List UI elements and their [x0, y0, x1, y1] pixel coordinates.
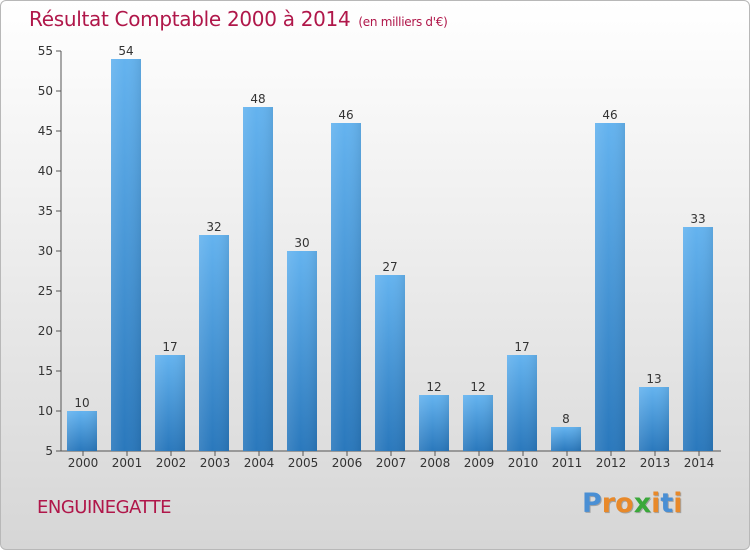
x-tick-label: 2010: [508, 456, 539, 470]
y-tick-label: 40: [38, 164, 53, 178]
bar-shine: [463, 395, 493, 451]
title-text: Résultat Comptable 2000 à 2014: [29, 7, 351, 31]
logo-letter: t: [660, 488, 674, 519]
x-tick-label: 2011: [552, 456, 583, 470]
y-tick-label: 20: [38, 324, 53, 338]
data-label: 27: [382, 260, 397, 274]
chart-title: Résultat Comptable 2000 à 2014 (en millie…: [29, 7, 448, 31]
y-tick-label: 30: [38, 244, 53, 258]
y-tick-label: 5: [45, 444, 53, 458]
x-tick-label: 2012: [596, 456, 627, 470]
y-tick-label: 10: [38, 404, 53, 418]
data-label: 8: [562, 412, 570, 426]
bar-shine: [639, 387, 669, 451]
bar-shine: [331, 123, 361, 451]
data-labels: 10 54 17 32 48 30 46 27 12 12 17 8 46 13 33: [74, 44, 705, 426]
logo-letter: P: [582, 488, 602, 519]
bar-shine: [595, 123, 625, 451]
y-tick-label: 25: [38, 284, 53, 298]
data-label: 46: [602, 108, 617, 122]
y-tick-label: 50: [38, 84, 53, 98]
data-label: 30: [294, 236, 309, 250]
bars: [67, 59, 713, 451]
data-label: 10: [74, 396, 89, 410]
x-tick-label: 2002: [156, 456, 187, 470]
bar-shine: [551, 427, 581, 451]
y-tick-label: 45: [38, 124, 53, 138]
bar-shine: [287, 251, 317, 451]
logo-letter: x: [633, 488, 652, 519]
bar-shine: [199, 235, 229, 451]
bar-shine: [419, 395, 449, 451]
bar-shine: [507, 355, 537, 451]
bar-shine: [155, 355, 185, 451]
x-tick-label: 2000: [68, 456, 99, 470]
x-tick-label: 2008: [420, 456, 451, 470]
logo-letter: r: [601, 488, 616, 519]
bar-shine: [375, 275, 405, 451]
x-tick-label: 2004: [244, 456, 275, 470]
commune-name: ENGUINEGATTE: [37, 497, 172, 518]
data-label: 48: [250, 92, 265, 106]
data-label: 12: [426, 380, 441, 394]
x-tick-label: 2005: [288, 456, 319, 470]
y-tick-label: 15: [38, 364, 53, 378]
logo-letter: i: [651, 488, 661, 519]
x-tick-label: 2013: [640, 456, 671, 470]
logo-letter: i: [673, 488, 683, 519]
x-tick-label: 2007: [376, 456, 407, 470]
bar-shine: [111, 59, 141, 451]
x-tick-label: 2001: [112, 456, 143, 470]
data-label: 54: [118, 44, 133, 58]
x-tick-label: 2014: [684, 456, 715, 470]
bar-shine: [67, 411, 97, 451]
data-label: 46: [338, 108, 353, 122]
proxiti-logo: Proxiti: [582, 488, 683, 519]
y-tick-label: 35: [38, 204, 53, 218]
bar-shine: [683, 227, 713, 451]
data-label: 32: [206, 220, 221, 234]
data-label: 12: [470, 380, 485, 394]
x-tick-label: 2006: [332, 456, 363, 470]
axes: 5 10 15 20 25 30 35 40 45 50 55 2000 2001 2002 2003 200…: [38, 44, 721, 470]
y-tick-label: 55: [38, 44, 53, 58]
title-unit: (en milliers d'€): [358, 15, 448, 29]
data-label: 17: [162, 340, 177, 354]
data-label: 13: [646, 372, 661, 386]
data-label: 17: [514, 340, 529, 354]
data-label: 33: [690, 212, 705, 226]
x-tick-label: 2003: [200, 456, 231, 470]
x-tick-label: 2009: [464, 456, 495, 470]
logo-letter: o: [615, 488, 634, 519]
bar-shine: [243, 107, 273, 451]
